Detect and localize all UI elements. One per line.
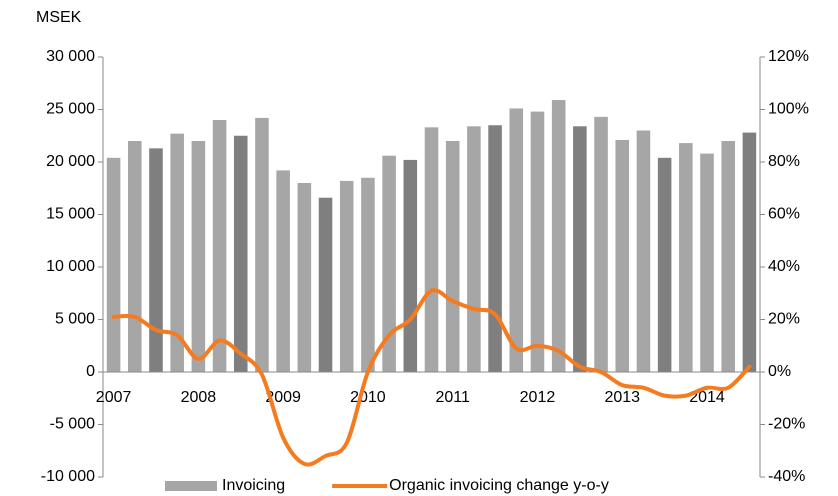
bar <box>361 177 375 372</box>
x-tick-label: 2007 <box>96 389 132 406</box>
y-tick-label: 10 000 <box>46 258 95 275</box>
x-tick-label: 2008 <box>181 389 217 406</box>
y-tick-label: -5 000 <box>50 416 95 433</box>
y-tick-label: 5 000 <box>55 311 95 328</box>
y-tick-label: 30 000 <box>46 48 95 65</box>
y-tick-label: 15 000 <box>46 206 95 223</box>
y2-tick-label: 0% <box>768 363 791 380</box>
bar <box>721 141 735 372</box>
y2-tick-label: 60% <box>768 206 800 223</box>
y2-tick-label: 120% <box>768 48 809 65</box>
bar <box>700 153 714 372</box>
bar <box>128 141 142 372</box>
bar <box>191 141 206 372</box>
y2-tick-label: 80% <box>768 153 800 170</box>
x-tick-label: 2011 <box>435 389 470 406</box>
x-tick-label: 2012 <box>520 389 556 406</box>
x-tick-label: 2013 <box>604 389 640 406</box>
y-tick-label: -10 000 <box>41 468 95 485</box>
bar <box>170 133 184 372</box>
y-tick-label: 0 <box>86 363 95 380</box>
bar <box>636 130 651 372</box>
bar <box>530 111 545 372</box>
bar <box>573 126 587 372</box>
y2-tick-label: 20% <box>768 311 800 328</box>
bar <box>149 148 163 372</box>
bar <box>509 108 524 372</box>
bar <box>615 139 630 372</box>
bar <box>106 157 121 372</box>
bar <box>488 125 502 372</box>
bar <box>212 120 227 372</box>
bar <box>551 100 566 373</box>
bar <box>467 126 481 372</box>
bar <box>276 170 290 372</box>
bar <box>657 157 672 372</box>
bar <box>403 159 418 372</box>
y-tick-label: 20 000 <box>46 153 95 170</box>
bar <box>233 135 248 372</box>
bar <box>679 143 693 372</box>
y2-tick-label: -40% <box>768 468 805 485</box>
legend-label: Invoicing <box>222 477 285 494</box>
legend-swatch <box>165 481 217 491</box>
bar <box>424 127 439 372</box>
x-tick-label: 2010 <box>350 389 386 406</box>
bar <box>318 197 333 372</box>
line <box>111 288 752 467</box>
bar <box>255 117 269 373</box>
y-axis-label: MSEK <box>36 9 82 26</box>
y2-tick-label: 100% <box>768 101 809 118</box>
bar <box>594 116 608 372</box>
y2-tick-label: -20% <box>768 416 805 433</box>
y2-tick-label: 40% <box>768 258 800 275</box>
y-tick-label: 25 000 <box>46 101 95 118</box>
x-tick-label: 2014 <box>689 389 725 406</box>
bar <box>445 141 460 372</box>
bar <box>382 155 396 372</box>
bar <box>339 180 354 372</box>
bar <box>742 132 757 372</box>
legend-label: Organic invoicing change y-o-y <box>389 477 609 494</box>
bar <box>297 183 312 372</box>
x-tick-label: 2009 <box>265 389 301 406</box>
